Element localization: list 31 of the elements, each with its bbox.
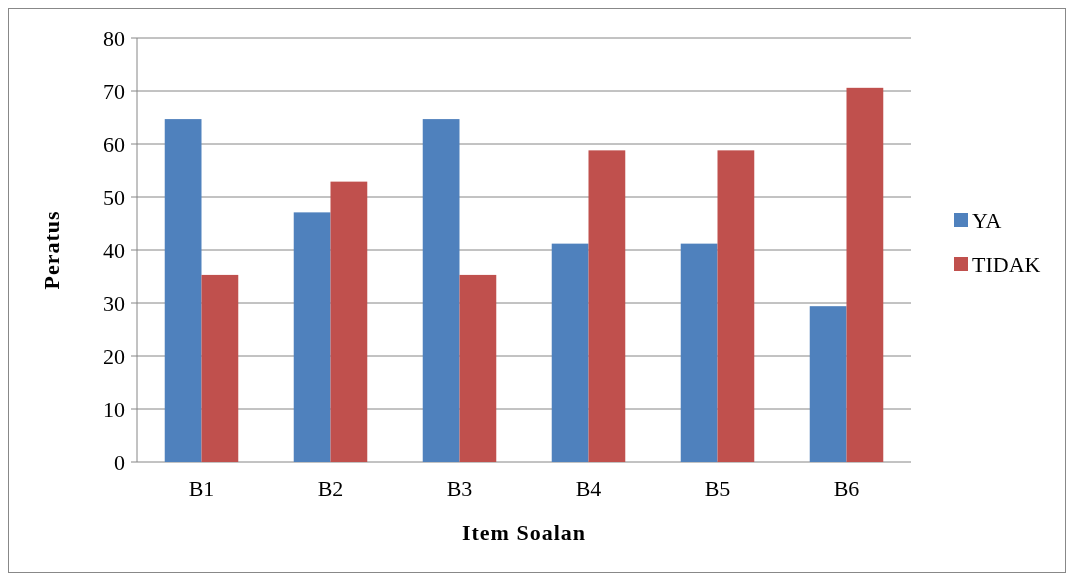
x-tick-label: B5 <box>704 476 731 501</box>
bar <box>422 119 460 462</box>
y-tick-label: 30 <box>103 290 125 316</box>
legend-label: YA <box>972 207 1002 233</box>
bar <box>201 274 239 462</box>
y-tick-label: 80 <box>103 25 125 51</box>
bar <box>293 212 331 462</box>
bar <box>459 274 497 462</box>
y-tick-label: 20 <box>103 343 125 369</box>
x-axis-title: Item Soalan <box>461 520 587 545</box>
bar <box>164 119 202 462</box>
y-tick-label: 70 <box>103 78 125 104</box>
bar <box>588 150 626 462</box>
y-tick-label: 10 <box>103 396 125 422</box>
bar <box>551 243 589 462</box>
bar <box>846 87 884 462</box>
x-tick-label: B6 <box>833 476 860 501</box>
y-tick-label: 60 <box>103 131 125 157</box>
bar <box>809 306 847 462</box>
bar <box>717 150 755 462</box>
y-tick-label: 40 <box>103 237 125 263</box>
legend-label: TIDAK <box>972 251 1041 277</box>
bar <box>680 243 718 462</box>
y-axis-title: Peratus <box>39 210 64 290</box>
y-tick-label: 0 <box>114 449 125 475</box>
bar <box>330 181 368 462</box>
y-tick-label: 50 <box>103 184 125 210</box>
x-tick-label: B4 <box>575 476 602 501</box>
x-tick-label: B3 <box>446 476 473 501</box>
x-tick-label: B2 <box>317 476 344 501</box>
x-tick-label: B1 <box>188 476 215 501</box>
